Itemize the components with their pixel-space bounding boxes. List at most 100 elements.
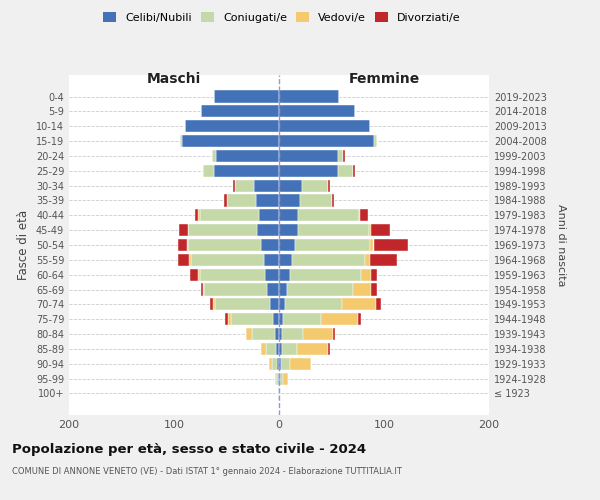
Bar — [265, 254, 279, 266]
Bar — [338, 150, 343, 162]
Bar — [256, 194, 279, 206]
Bar — [370, 239, 373, 251]
Bar — [279, 209, 298, 222]
Bar — [292, 254, 365, 266]
Bar — [279, 106, 355, 118]
Bar — [295, 239, 370, 251]
Bar — [279, 328, 282, 340]
Bar — [178, 239, 187, 251]
Bar — [181, 135, 182, 147]
Bar — [259, 209, 279, 222]
Bar — [279, 150, 338, 162]
Bar — [254, 180, 279, 192]
Bar — [190, 268, 198, 281]
Bar — [275, 372, 276, 384]
Bar — [279, 313, 283, 326]
Bar — [272, 358, 277, 370]
Bar — [371, 284, 377, 296]
Bar — [376, 298, 381, 310]
Bar — [283, 372, 289, 384]
Bar — [269, 358, 272, 370]
Bar — [282, 328, 303, 340]
Bar — [212, 150, 216, 162]
Bar — [332, 328, 335, 340]
Text: Popolazione per età, sesso e stato civile - 2024: Popolazione per età, sesso e stato civil… — [12, 442, 366, 456]
Bar — [360, 209, 368, 222]
Bar — [224, 194, 227, 206]
Bar — [279, 239, 295, 251]
Bar — [268, 284, 279, 296]
Bar — [179, 224, 188, 236]
Y-axis label: Fasce di età: Fasce di età — [17, 210, 30, 280]
Bar — [210, 298, 213, 310]
Bar — [266, 343, 276, 355]
Bar — [278, 388, 279, 400]
Bar — [235, 180, 254, 192]
Bar — [227, 194, 256, 206]
Bar — [279, 135, 373, 147]
Bar — [279, 120, 370, 132]
Bar — [302, 180, 328, 192]
Bar — [298, 209, 359, 222]
Bar — [279, 194, 300, 206]
Bar — [276, 343, 279, 355]
Bar — [369, 224, 371, 236]
Bar — [276, 372, 278, 384]
Bar — [279, 358, 281, 370]
Bar — [279, 268, 290, 281]
Bar — [343, 150, 345, 162]
Bar — [342, 298, 376, 310]
Bar — [214, 90, 279, 102]
Bar — [328, 180, 331, 192]
Bar — [205, 284, 268, 296]
Bar — [279, 298, 286, 310]
Bar — [331, 194, 334, 206]
Bar — [188, 239, 261, 251]
Legend: Celibi/Nubili, Coniugati/e, Vedovi/e, Divorziati/e: Celibi/Nubili, Coniugati/e, Vedovi/e, Di… — [99, 8, 465, 28]
Bar — [365, 254, 370, 266]
Bar — [297, 343, 328, 355]
Y-axis label: Anni di nascita: Anni di nascita — [556, 204, 566, 286]
Bar — [279, 343, 282, 355]
Bar — [279, 254, 292, 266]
Bar — [203, 164, 214, 177]
Bar — [203, 284, 205, 296]
Bar — [290, 268, 361, 281]
Bar — [198, 268, 200, 281]
Bar — [287, 284, 353, 296]
Text: Femmine: Femmine — [349, 72, 419, 86]
Bar — [215, 298, 269, 310]
Bar — [359, 209, 360, 222]
Bar — [233, 180, 235, 192]
Bar — [187, 239, 188, 251]
Bar — [202, 284, 203, 296]
Bar — [202, 106, 279, 118]
Bar — [178, 254, 189, 266]
Bar — [373, 135, 377, 147]
Bar — [353, 164, 355, 177]
Bar — [281, 358, 290, 370]
Bar — [189, 254, 191, 266]
Bar — [279, 180, 302, 192]
Bar — [321, 313, 358, 326]
Bar — [283, 313, 321, 326]
Bar — [282, 343, 297, 355]
Bar — [373, 239, 408, 251]
Bar — [200, 209, 259, 222]
Bar — [261, 343, 266, 355]
Bar — [279, 224, 298, 236]
Bar — [227, 313, 231, 326]
Bar — [328, 343, 331, 355]
Bar — [182, 135, 279, 147]
Bar — [226, 313, 227, 326]
Bar — [298, 224, 369, 236]
Bar — [198, 209, 200, 222]
Bar — [252, 328, 275, 340]
Bar — [338, 164, 353, 177]
Bar — [371, 224, 390, 236]
Bar — [290, 358, 311, 370]
Bar — [358, 313, 361, 326]
Bar — [275, 328, 279, 340]
Bar — [286, 298, 342, 310]
Bar — [230, 313, 272, 326]
